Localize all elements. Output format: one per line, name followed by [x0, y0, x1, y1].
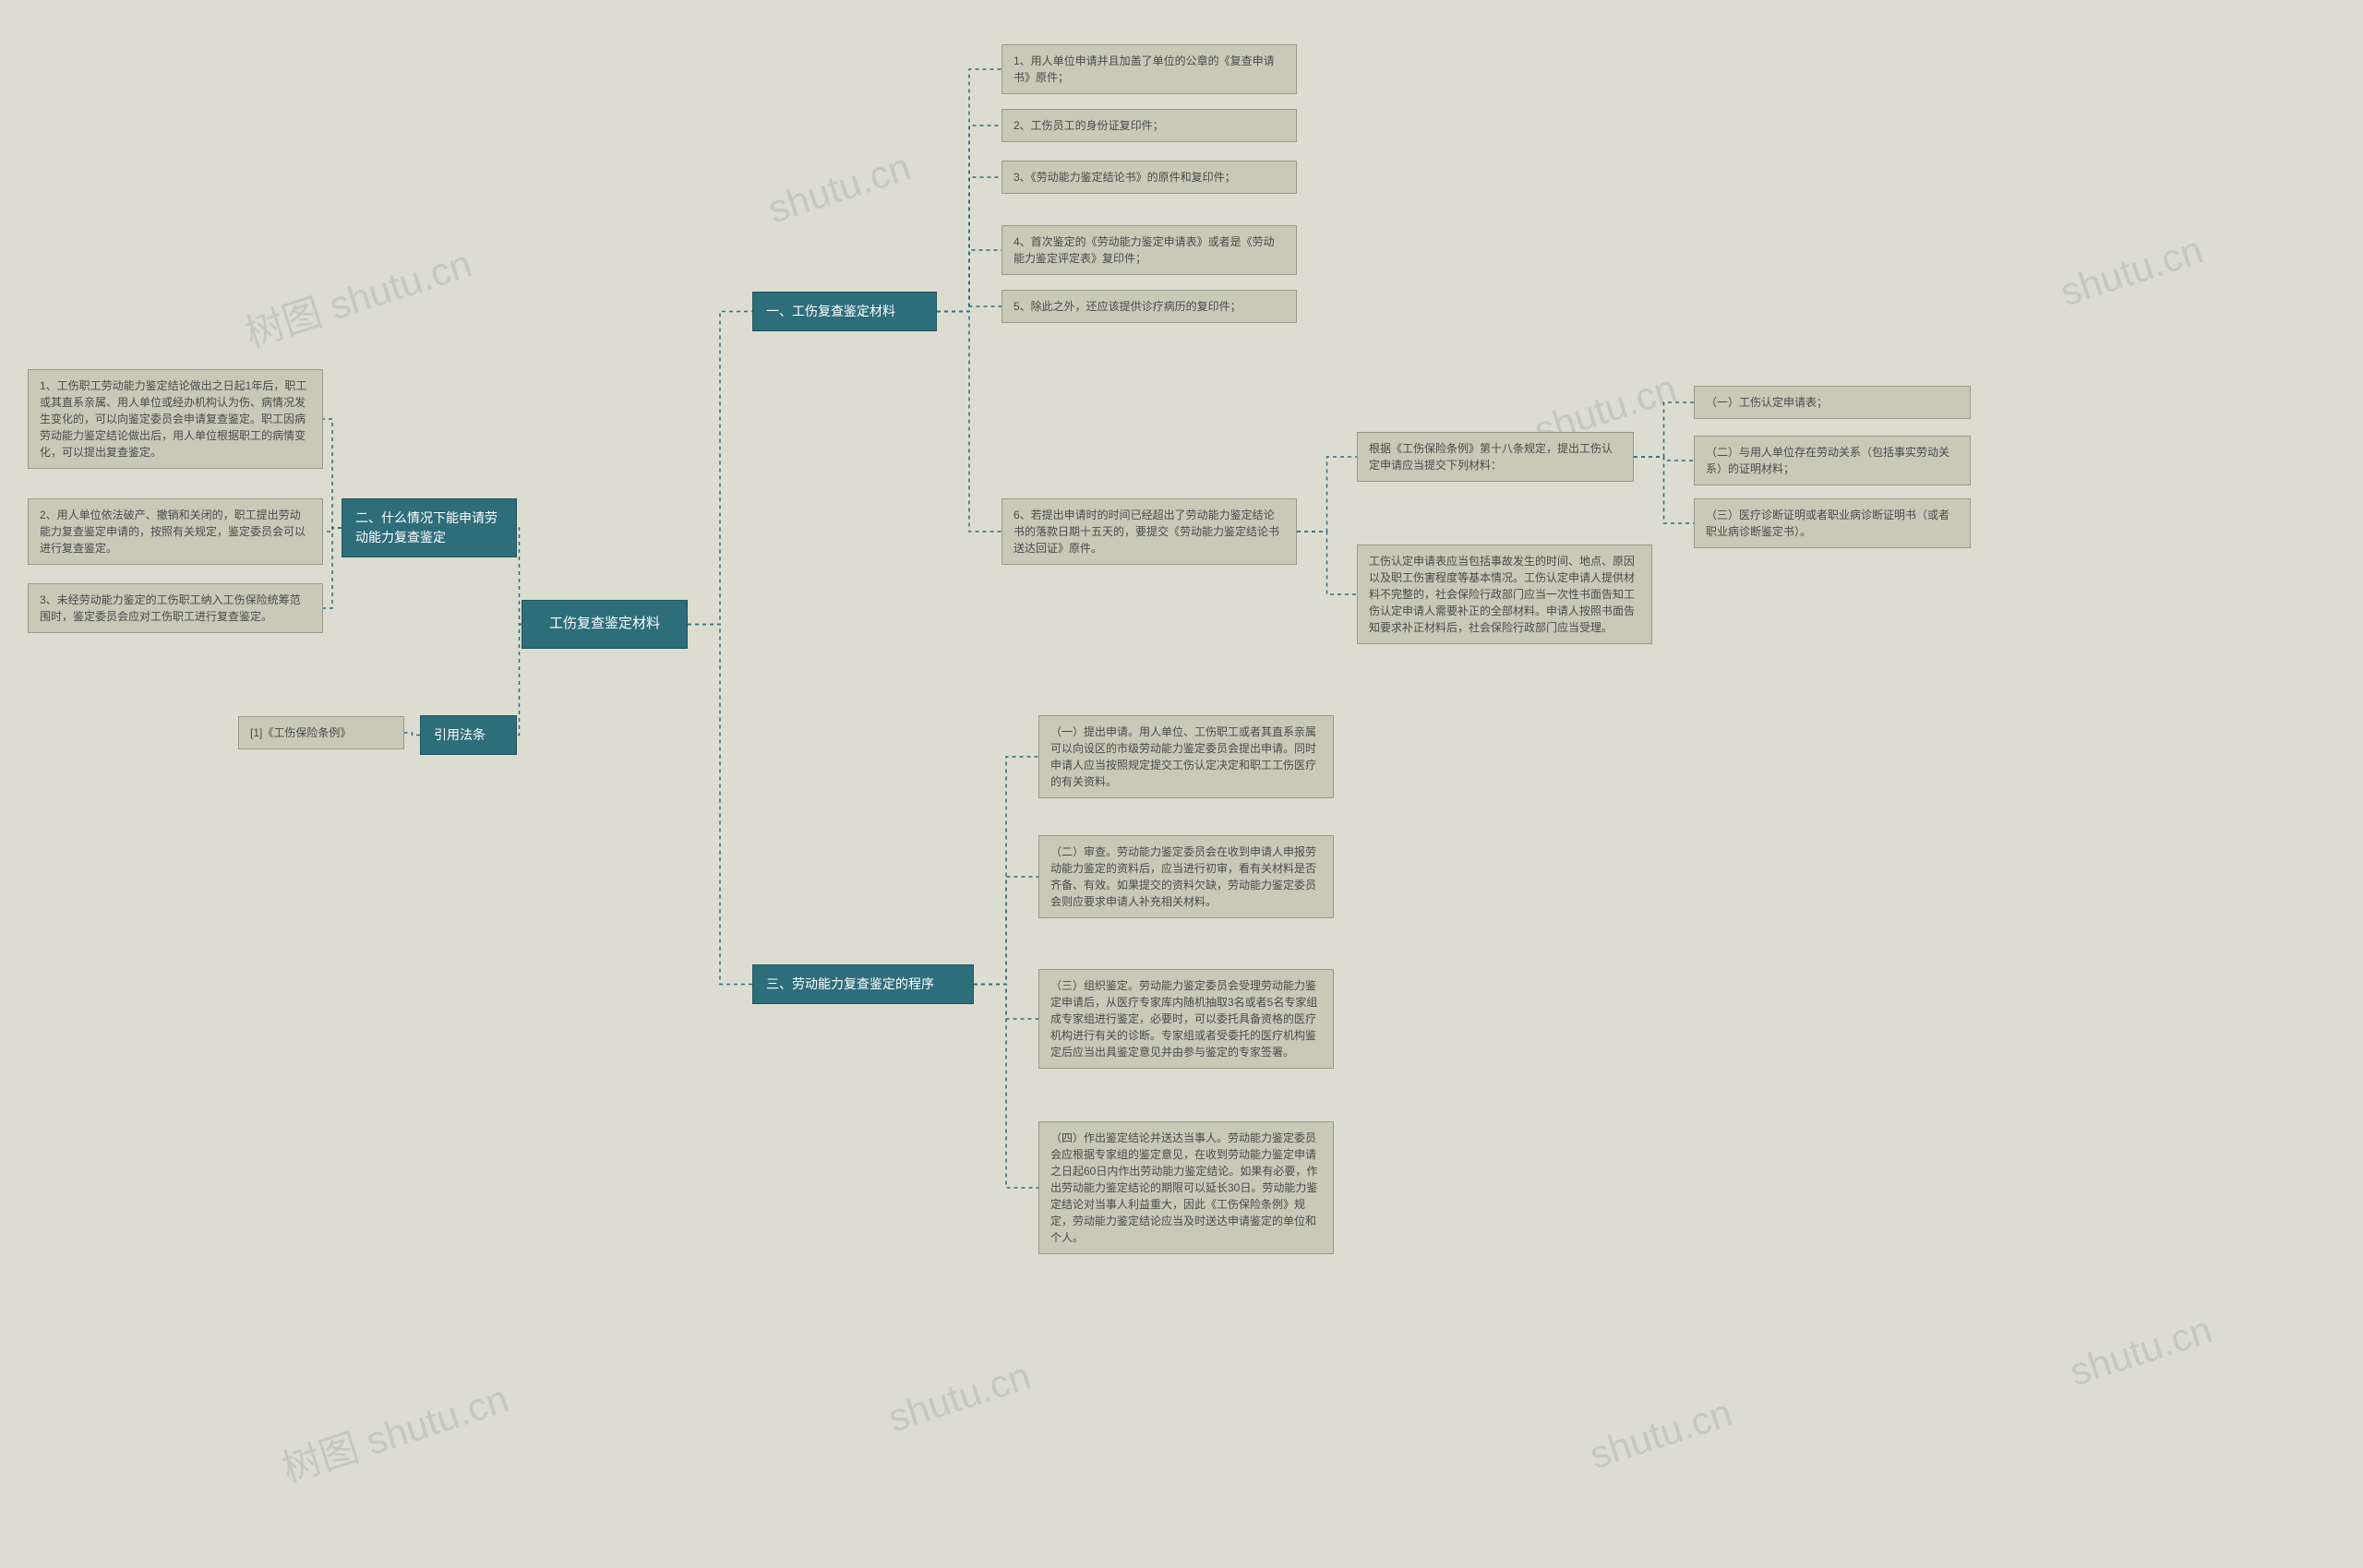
edge — [937, 306, 1002, 312]
node-r3: 三、劳动能力复查鉴定的程序 — [752, 964, 974, 1004]
edge — [974, 985, 1038, 1020]
node-l2b: 2、用人单位依法破产、撤销和关闭的，职工提出劳动能力复查鉴定申请的，按照有关规定… — [28, 498, 323, 565]
node-r1d: 4、首次鉴定的《劳动能力鉴定申请表》或者是《劳动能力鉴定评定表》复印件； — [1002, 225, 1297, 275]
node-l4a: [1]《工伤保险条例》 — [238, 716, 404, 749]
node-r3c: （三）组织鉴定。劳动能力鉴定委员会受理劳动能力鉴定申请后，从医疗专家库内随机抽取… — [1038, 969, 1334, 1069]
node-r1e: 5、除此之外，还应该提供诊疗病历的复印件； — [1002, 290, 1297, 323]
node-l2c: 3、未经劳动能力鉴定的工伤职工纳入工伤保险统筹范围时，鉴定委员会应对工伤职工进行… — [28, 583, 323, 633]
edge — [937, 126, 1002, 312]
watermark: shutu.cn — [882, 1354, 1036, 1442]
edge — [323, 528, 342, 608]
watermark: 树图 shutu.cn — [274, 1368, 515, 1494]
edge — [937, 312, 1002, 533]
edge — [937, 69, 1002, 312]
edge — [1634, 457, 1694, 523]
node-r1b: 2、工伤员工的身份证复印件； — [1002, 109, 1297, 142]
mindmap-canvas: 树图 shutu.cn shutu.cn shutu.cn shutu.cn 树图 sh… — [0, 0, 2363, 1568]
node-r1: 一、工伤复查鉴定材料 — [752, 292, 937, 331]
edge — [974, 985, 1038, 1189]
node-r1f1a: （一）工伤认定申请表； — [1694, 386, 1971, 419]
watermark: 树图 shutu.cn — [237, 233, 478, 359]
edge — [1297, 457, 1357, 532]
node-r1f1: 根据《工伤保险条例》第十八条规定，提出工伤认定申请应当提交下列材料： — [1357, 432, 1634, 482]
edge — [937, 177, 1002, 312]
node-r1c: 3、《劳动能力鉴定结论书》的原件和复印件； — [1002, 161, 1297, 194]
edge — [688, 312, 752, 625]
node-r1f1b: （二）与用人单位存在劳动关系（包括事实劳动关系）的证明材料； — [1694, 436, 1971, 485]
watermark: shutu.cn — [2064, 1308, 2217, 1395]
edge — [404, 733, 420, 736]
node-r1f2: 工伤认定申请表应当包括事故发生的时间、地点、原因以及职工伤害程度等基本情况。工伤… — [1357, 545, 1652, 644]
watermark: shutu.cn — [1584, 1391, 1737, 1478]
node-r1f: 6、若提出申请时的时间已经超出了劳动能力鉴定结论书的落款日期十五天的，要提交《劳… — [1002, 498, 1297, 565]
node-r3b: （二）审查。劳动能力鉴定委员会在收到申请人申报劳动能力鉴定的资料后，应当进行初审… — [1038, 835, 1334, 918]
watermark: shutu.cn — [2055, 228, 2208, 316]
node-r1a: 1、用人单位申请并且加盖了单位的公章的《复查申请书》原件； — [1002, 44, 1297, 94]
edge — [688, 625, 752, 985]
edge — [1634, 457, 1694, 461]
node-l2a: 1、工伤职工劳动能力鉴定结论做出之日起1年后，职工或其直系亲属、用人单位或经办机… — [28, 369, 323, 469]
node-l2: 二、什么情况下能申请劳动能力复查鉴定 — [342, 498, 517, 557]
edge — [974, 877, 1038, 985]
edge — [323, 528, 342, 532]
watermark: shutu.cn — [762, 145, 916, 233]
edge — [937, 250, 1002, 312]
edge — [974, 757, 1038, 985]
edge — [323, 419, 342, 528]
node-r3a: （一）提出申请。用人单位、工伤职工或者其直系亲属可以向设区的市级劳动能力鉴定委员… — [1038, 715, 1334, 798]
edge — [1297, 532, 1357, 594]
edge — [1634, 402, 1694, 457]
node-root: 工伤复查鉴定材料 — [522, 600, 688, 649]
node-r1f1c: （三）医疗诊断证明或者职业病诊断证明书（或者职业病诊断鉴定书）。 — [1694, 498, 1971, 548]
node-r3d: （四）作出鉴定结论并送达当事人。劳动能力鉴定委员会应根据专家组的鉴定意见，在收到… — [1038, 1121, 1334, 1254]
node-l4: 引用法条 — [420, 715, 517, 755]
